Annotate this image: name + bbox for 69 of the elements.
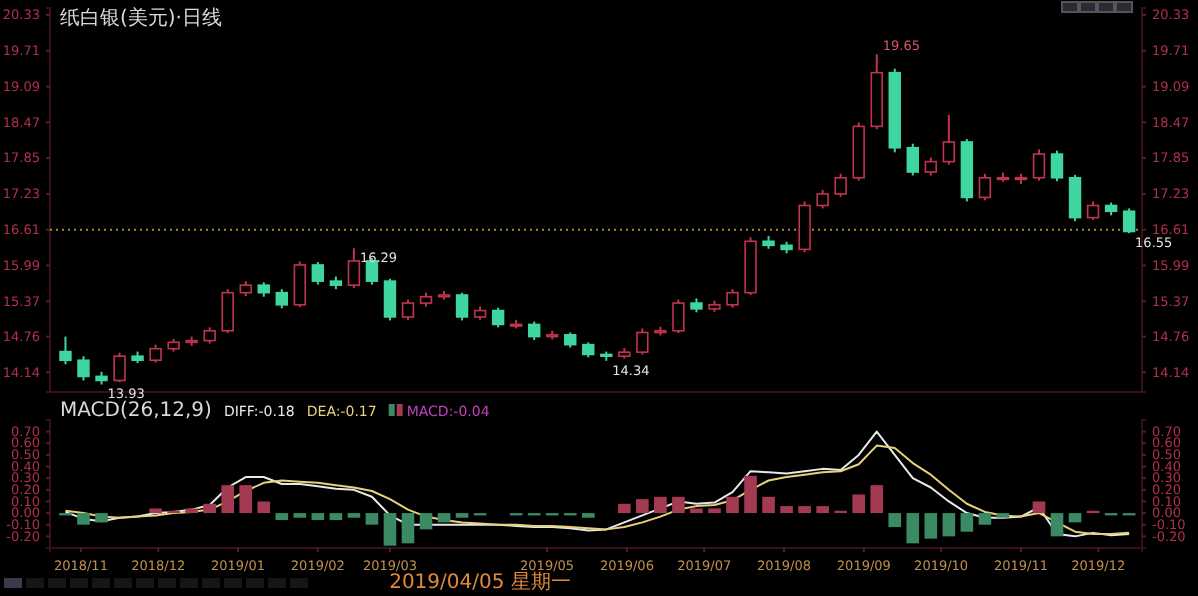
bar xyxy=(672,496,685,514)
candlestick xyxy=(77,355,90,382)
candlestick xyxy=(798,200,811,254)
candlestick xyxy=(1086,200,1100,221)
bar xyxy=(906,513,920,544)
bar xyxy=(239,485,253,514)
bar xyxy=(852,494,866,514)
candlestick xyxy=(347,247,361,290)
chart-title: 纸白银(美元)·日线 xyxy=(60,6,222,30)
candlestick xyxy=(816,188,829,210)
candlestick xyxy=(221,288,234,335)
candlestick xyxy=(906,142,919,177)
candlestick xyxy=(401,298,415,321)
candlestick xyxy=(1032,148,1046,182)
bar xyxy=(275,513,289,521)
candlestick xyxy=(383,277,397,322)
text: 2019/04/05 星期一 xyxy=(389,570,571,594)
candlestick xyxy=(1122,207,1136,235)
candlestick xyxy=(1068,173,1082,223)
bar xyxy=(888,513,902,528)
candlestick xyxy=(455,291,469,322)
bar xyxy=(744,475,757,514)
candlestick xyxy=(636,327,649,356)
bar xyxy=(1032,501,1046,514)
candlestick xyxy=(113,351,126,384)
candlestick xyxy=(834,172,847,198)
chart-title: MACD(26,12,9) xyxy=(60,400,213,422)
bar xyxy=(257,501,271,514)
bar xyxy=(401,513,415,544)
candlestick xyxy=(527,320,541,342)
candlestick xyxy=(978,172,992,202)
candlestick xyxy=(726,288,739,309)
bar xyxy=(942,513,956,537)
candlestick xyxy=(293,260,307,309)
bar xyxy=(654,496,667,514)
bar xyxy=(690,508,703,514)
bar xyxy=(329,513,343,521)
bar xyxy=(708,508,721,514)
candlestick xyxy=(491,306,505,329)
bar xyxy=(149,508,162,514)
bar xyxy=(762,496,775,514)
candlestick xyxy=(1050,149,1064,183)
bar xyxy=(780,506,793,514)
candlestick xyxy=(311,261,325,286)
bar xyxy=(618,503,631,514)
candlestick xyxy=(942,113,956,166)
bar xyxy=(185,508,198,514)
bar xyxy=(798,506,811,514)
bar xyxy=(77,513,90,525)
bar xyxy=(419,513,433,530)
bar xyxy=(636,499,649,514)
bar xyxy=(978,513,992,525)
candlestick xyxy=(59,335,72,366)
bar xyxy=(365,513,379,525)
bar xyxy=(95,513,108,523)
candlestick xyxy=(275,288,288,310)
bar xyxy=(221,485,235,514)
bar xyxy=(383,513,397,546)
bar xyxy=(437,513,451,523)
bar xyxy=(1050,513,1064,537)
bar xyxy=(924,513,938,539)
candlestick xyxy=(672,298,685,335)
bar xyxy=(816,506,829,514)
bar xyxy=(870,485,884,514)
bar xyxy=(960,513,974,532)
bar xyxy=(726,496,739,514)
bar xyxy=(203,503,216,514)
bar xyxy=(311,513,325,521)
bar xyxy=(1068,513,1082,523)
